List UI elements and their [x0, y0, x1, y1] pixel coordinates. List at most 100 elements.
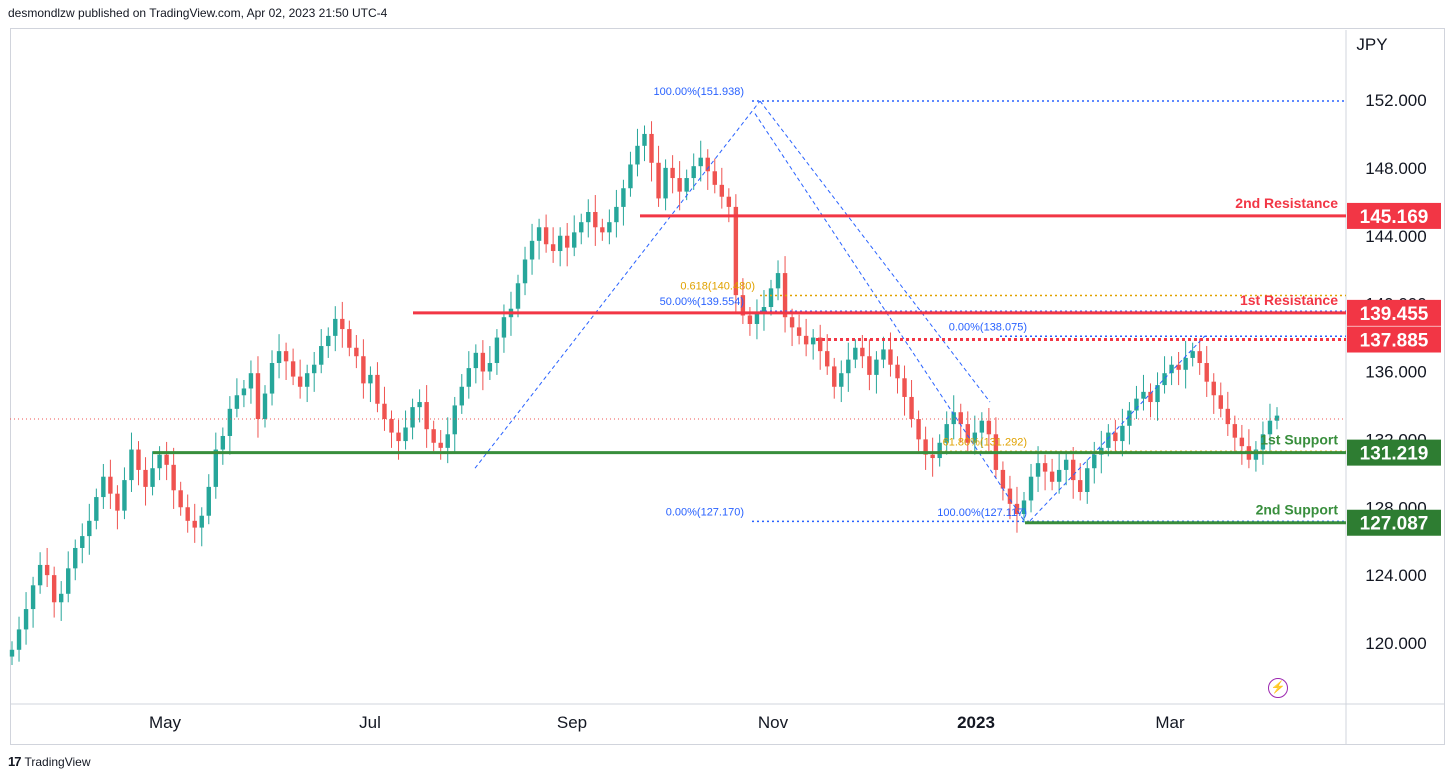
candle-body [810, 337, 816, 345]
candle-body [557, 235, 563, 252]
candle-body [705, 157, 710, 172]
candle-body [319, 346, 324, 365]
candle-body [867, 356, 872, 375]
candle-body [1183, 357, 1188, 370]
candle-body [178, 490, 183, 508]
candle-body [881, 349, 886, 360]
candle-body [642, 133, 647, 146]
fib-trend-line [759, 100, 991, 403]
candle-body [473, 352, 479, 369]
candle-body [712, 171, 717, 185]
candle-body [501, 317, 507, 338]
candle-body [937, 442, 942, 459]
candle-body [839, 373, 844, 387]
candle-body [23, 609, 29, 630]
price-badge-label: 137.885 [1360, 331, 1429, 352]
candle-body [621, 188, 626, 207]
candle-body [368, 374, 373, 384]
fib-label: 100.00%(151.938) [653, 86, 744, 98]
candle-body [375, 374, 380, 404]
candle-body [684, 178, 689, 192]
footer: 17 TradingView [8, 754, 91, 769]
candle-body [326, 335, 331, 347]
candle-body [958, 412, 963, 425]
level-name: 2nd Support [1256, 502, 1339, 518]
candle-body [1141, 391, 1146, 399]
candle-body [1274, 415, 1280, 421]
candle-body [1225, 408, 1231, 425]
candle-body [600, 227, 605, 233]
candle-body [593, 211, 598, 228]
candle-body [515, 283, 521, 309]
candle-body [719, 184, 725, 197]
tradingview-logo: 17 [8, 754, 22, 769]
candle-body [607, 222, 612, 233]
candle-body [333, 318, 338, 336]
candle-body [487, 363, 493, 372]
candle-body [58, 593, 64, 603]
candle-body [825, 351, 830, 367]
x-tick-label: Jul [359, 713, 381, 732]
candle-body [30, 585, 36, 610]
candle-body [480, 352, 486, 372]
price-badge [1347, 509, 1441, 536]
candle-body [361, 356, 366, 384]
candle-body [80, 536, 85, 548]
y-tick-label: 148.000 [1365, 159, 1426, 178]
candle-body [789, 317, 795, 328]
candle-body [1000, 469, 1006, 489]
candle-body [171, 464, 176, 491]
candle-body [16, 629, 22, 650]
y-tick-label: 124.000 [1365, 566, 1426, 585]
candle-body [1267, 420, 1273, 435]
candle-body [663, 167, 668, 199]
fib-label: 50.00%(139.554) [660, 296, 744, 308]
lightning-icon[interactable]: ⚡ [1268, 678, 1288, 698]
price-badge [1347, 439, 1441, 466]
candle-body [1218, 395, 1223, 409]
candle-body [164, 454, 169, 465]
candle-body [614, 206, 619, 223]
candle-body [382, 403, 387, 420]
level-name: 1st Resistance [1240, 292, 1338, 308]
candle-body [1085, 468, 1090, 492]
candle-body [290, 361, 296, 377]
candle-body [930, 454, 935, 459]
candle-body [1260, 434, 1266, 450]
candle-body [522, 259, 528, 284]
candle-body [698, 157, 703, 167]
candle-body [768, 288, 774, 308]
candle-body [248, 373, 254, 389]
candle-body [670, 167, 675, 179]
price-badge [1347, 202, 1441, 229]
candle-body [410, 407, 415, 428]
candle-body [269, 363, 275, 394]
candle-body [579, 222, 584, 233]
candle-body [494, 337, 500, 364]
fib-trend-line [474, 100, 761, 469]
candle-body [550, 244, 556, 252]
candle-body [304, 373, 310, 387]
fib-label: 0.00%(138.075) [949, 321, 1027, 333]
candle-body [94, 497, 99, 521]
candle-body [1232, 424, 1238, 438]
candle-body [726, 196, 732, 207]
candle-body [656, 162, 661, 199]
candle-body [143, 469, 148, 487]
candle-body [972, 432, 978, 443]
candle-body [283, 351, 289, 362]
candle-body [832, 366, 837, 387]
candle-body [986, 420, 992, 435]
candle-body [754, 312, 760, 324]
candle-body [66, 568, 71, 594]
chart-frame [10, 28, 1445, 745]
candle-body [649, 133, 654, 163]
candle-body [354, 347, 359, 357]
candle-body [817, 337, 823, 352]
candle-body [888, 349, 893, 365]
candle-body [733, 206, 739, 296]
candle-body [853, 347, 858, 360]
candle-body [445, 434, 450, 448]
candle-body [37, 564, 43, 586]
